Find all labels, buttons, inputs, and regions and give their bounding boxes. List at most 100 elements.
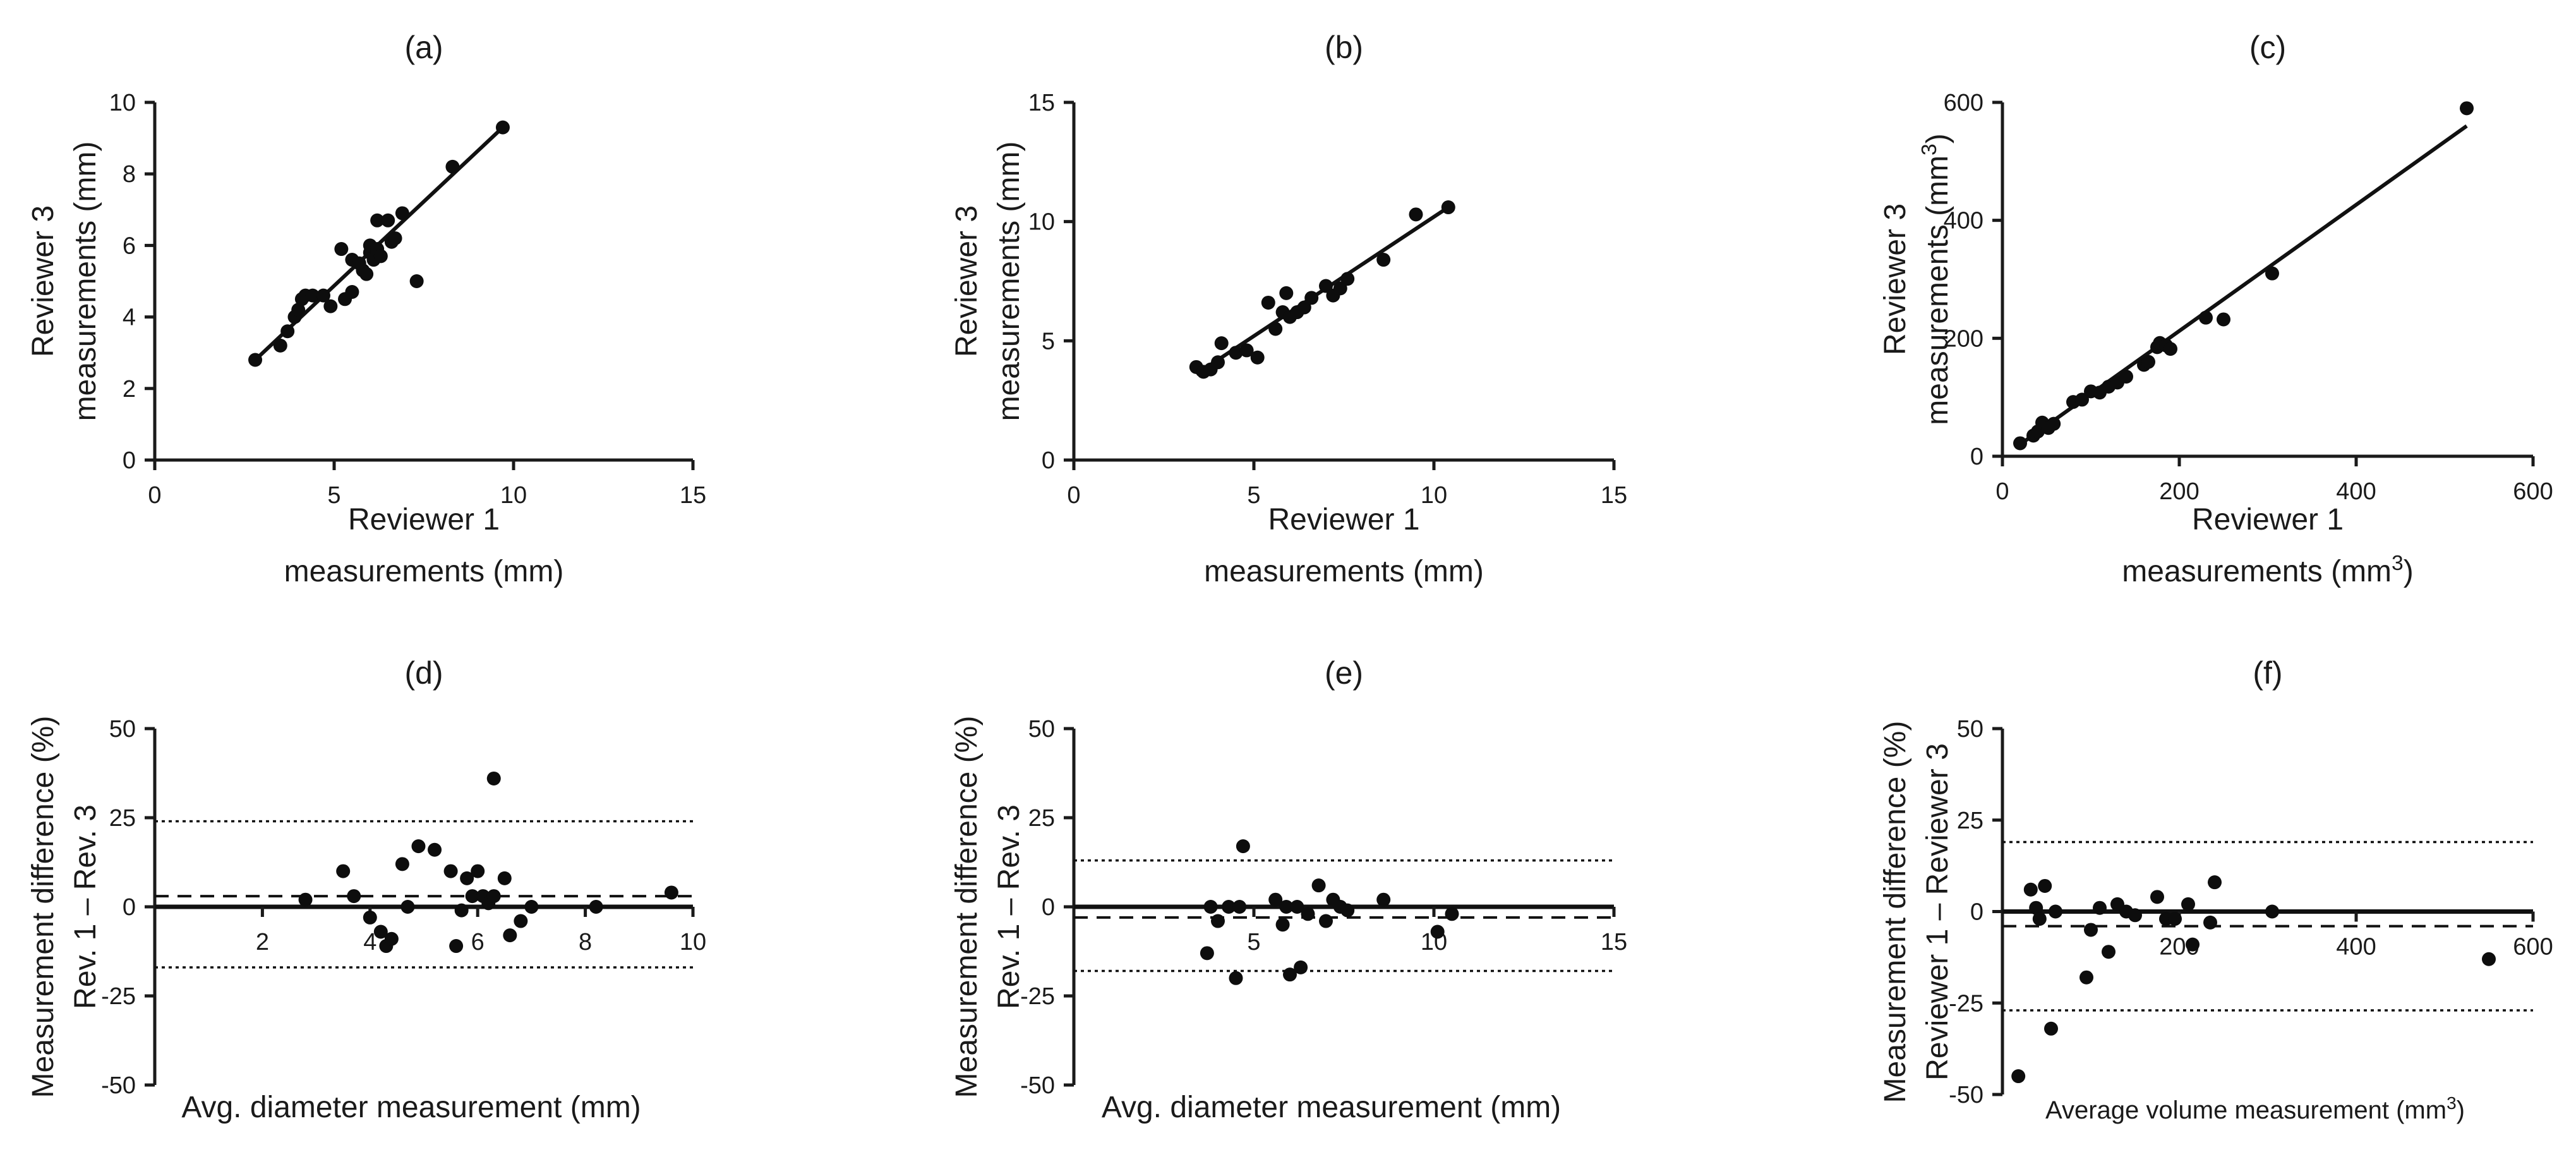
data-point-d (298, 892, 313, 907)
data-point-b (1441, 200, 1455, 215)
y-tick-label-a: 4 (123, 305, 136, 331)
y-tick-label-f: -25 (1949, 990, 1983, 1017)
data-point-d (486, 771, 501, 785)
y-tick-label-e: -50 (1020, 1072, 1055, 1099)
data-point-a (291, 303, 306, 317)
y-tick-label-a: 8 (123, 161, 136, 188)
panel-c: (c) 0 200 400 600 0 200 400 600 Reviewer 1 measure… (1879, 30, 2553, 588)
data-point-f (2102, 945, 2116, 959)
data-point-e (1200, 946, 1214, 961)
data-point-a (273, 338, 287, 353)
data-point-d (449, 939, 464, 954)
data-point-d (443, 864, 458, 878)
y-axis-label-c: Reviewer 3 (1879, 203, 1912, 355)
y-axis-label-b: Reviewer 3 (950, 205, 984, 357)
data-point-f (2168, 912, 2182, 926)
y-tick-label-a: 0 (123, 447, 136, 474)
data-point-f (2029, 900, 2043, 915)
data-point-a (495, 120, 510, 135)
y-tick-label-a: 10 (109, 90, 136, 116)
data-point-e (1203, 900, 1218, 914)
x-axis-label-c: Reviewer 1 (2192, 503, 2344, 537)
data-point-f (2084, 923, 2098, 937)
data-point-f (2093, 900, 2107, 915)
data-point-d (460, 871, 474, 885)
y-axis-label-f: Reviewer 1 – Reviewer 3 (1921, 743, 1954, 1081)
data-point-a (345, 284, 359, 299)
y-tick-label-b: 10 (1028, 209, 1055, 236)
y-tick-label-b: 0 (1042, 447, 1055, 474)
x-tick-label-c: 600 (2513, 478, 2553, 505)
x-tick-label-a: 10 (500, 482, 527, 509)
data-point-e (1211, 914, 1225, 928)
data-point-f (2150, 890, 2164, 904)
data-point-a (248, 353, 263, 367)
data-point-d (373, 925, 388, 939)
x-axis-label-c: measurements (mm3) (2122, 552, 2413, 589)
data-point-e (1301, 907, 1315, 921)
data-point-a (280, 324, 295, 339)
data-point-c (2013, 436, 2027, 451)
data-point-d (395, 857, 409, 871)
data-point-d (486, 889, 501, 904)
data-point-d (497, 871, 512, 885)
data-point-e (1445, 907, 1459, 921)
y-tick-label-d: -25 (101, 983, 136, 1010)
y-axis-label-a: measurements (mm) (69, 142, 102, 421)
x-axis-label-b: Reviewer 1 (1268, 503, 1419, 537)
data-point-f (2032, 912, 2047, 926)
x-tick-label-c: 400 (2336, 478, 2376, 505)
x-tick-label-d: 10 (680, 929, 706, 955)
data-point-f (2011, 1069, 2026, 1084)
y-tick-label-d: 50 (109, 716, 136, 743)
data-point-e (1294, 960, 1308, 974)
chart-title-c: (c) (2249, 30, 2286, 65)
x-axis-label-b: measurements (mm) (1204, 555, 1484, 588)
y-tick-label-e: 0 (1042, 894, 1055, 921)
data-point-a (381, 213, 395, 227)
data-point-b (1333, 281, 1347, 296)
chart-title-a: (a) (404, 30, 443, 65)
x-tick-label-b: 5 (1247, 482, 1260, 509)
data-point-e (1236, 839, 1250, 854)
data-point-a (373, 249, 388, 264)
y-tick-label-c: 600 (1944, 90, 1983, 116)
x-tick-label-e: 15 (1601, 929, 1627, 955)
y-axis-label-d: Rev. 1 – Rev. 3 (69, 804, 102, 1009)
data-point-d (664, 885, 678, 900)
data-point-b (1304, 291, 1319, 305)
y-axis-label-d: Measurement difference (%) (27, 716, 60, 1098)
chart-title-f: (f) (2253, 655, 2282, 691)
y-tick-label-a: 2 (123, 376, 136, 403)
data-point-a (359, 267, 374, 281)
data-point-b (1409, 207, 1423, 222)
chart-title-b: (b) (1325, 30, 1363, 65)
y-axis-label-c: measurements (mm3) (1918, 133, 1955, 425)
data-point-e (1275, 918, 1290, 932)
data-point-b (1268, 322, 1283, 336)
x-tick-label-c: 200 (2159, 478, 2199, 505)
data-point-b (1250, 350, 1265, 365)
y-axis-label-e: Measurement difference (%) (950, 716, 984, 1098)
data-point-c (2119, 370, 2133, 384)
data-point-b (1229, 346, 1243, 360)
data-point-d (363, 910, 377, 925)
x-tick-label-a: 0 (148, 482, 161, 509)
data-point-c (2047, 416, 2061, 431)
data-point-e (1376, 892, 1391, 907)
y-tick-label-f: 25 (1957, 808, 1983, 834)
data-point-d (471, 864, 485, 878)
data-point-b (1340, 272, 1355, 286)
y-axis-label-a: Reviewer 3 (27, 205, 60, 357)
data-point-d (503, 928, 517, 943)
data-point-d (514, 914, 528, 928)
data-point-e (1311, 878, 1326, 893)
data-point-c (2265, 266, 2279, 281)
x-tick-label-e: 5 (1247, 929, 1260, 955)
data-point-d (454, 903, 469, 918)
chart-title-d: (d) (404, 655, 443, 691)
x-tick-label-f: 600 (2513, 934, 2553, 961)
